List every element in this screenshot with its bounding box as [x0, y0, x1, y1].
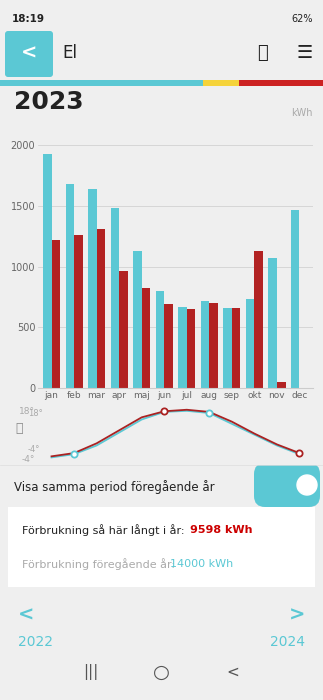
Bar — [119, 272, 128, 388]
Bar — [209, 303, 218, 388]
Bar — [164, 304, 173, 388]
Bar — [203, 80, 239, 86]
Bar — [178, 307, 187, 388]
Text: <: < — [226, 664, 239, 680]
Bar — [43, 153, 52, 388]
Text: kWh: kWh — [291, 108, 313, 118]
Text: -4°: -4° — [28, 445, 40, 454]
Bar — [239, 80, 323, 86]
Text: >: > — [289, 606, 305, 624]
FancyBboxPatch shape — [254, 463, 320, 507]
Bar — [223, 308, 232, 388]
Text: |||: ||| — [83, 664, 98, 680]
Text: 2024: 2024 — [270, 635, 305, 649]
Text: 62%: 62% — [291, 14, 313, 24]
Bar — [187, 309, 195, 388]
Text: ○: ○ — [153, 662, 170, 682]
Bar — [201, 300, 209, 388]
Text: 14000 kWh: 14000 kWh — [170, 559, 233, 569]
Bar — [277, 382, 286, 388]
Text: 🌡: 🌡 — [15, 421, 23, 435]
Text: El: El — [62, 44, 77, 62]
Bar — [133, 251, 142, 388]
Bar — [0, 80, 203, 86]
Bar — [74, 235, 83, 388]
Text: 18:19: 18:19 — [12, 14, 45, 24]
Bar — [88, 189, 97, 388]
Bar — [52, 240, 60, 388]
Bar — [268, 258, 277, 388]
Text: ☰: ☰ — [297, 44, 313, 62]
Bar — [142, 288, 150, 388]
Text: 18°: 18° — [28, 410, 43, 419]
Bar — [156, 291, 164, 388]
Bar — [232, 308, 240, 388]
Text: Visa samma period föregående år: Visa samma period föregående år — [14, 480, 214, 494]
FancyBboxPatch shape — [5, 31, 53, 77]
Bar — [291, 209, 299, 388]
Text: <: < — [21, 43, 37, 62]
Text: <: < — [18, 606, 34, 624]
FancyBboxPatch shape — [4, 503, 319, 591]
Bar — [255, 251, 263, 388]
Text: Förbrukning så här långt i år:: Förbrukning så här långt i år: — [22, 524, 188, 536]
Text: Förbrukning föregående år:: Förbrukning föregående år: — [22, 558, 179, 570]
Bar — [66, 184, 74, 388]
Text: ⤓: ⤓ — [258, 44, 268, 62]
Text: 2023: 2023 — [14, 90, 84, 114]
Legend: 2022, 2023: 2022, 2023 — [116, 441, 235, 459]
Circle shape — [297, 475, 317, 495]
Text: 2022: 2022 — [18, 635, 53, 649]
Bar — [110, 209, 119, 388]
Text: 9598 kWh: 9598 kWh — [190, 525, 253, 535]
Bar — [97, 229, 105, 388]
Bar — [246, 300, 255, 388]
